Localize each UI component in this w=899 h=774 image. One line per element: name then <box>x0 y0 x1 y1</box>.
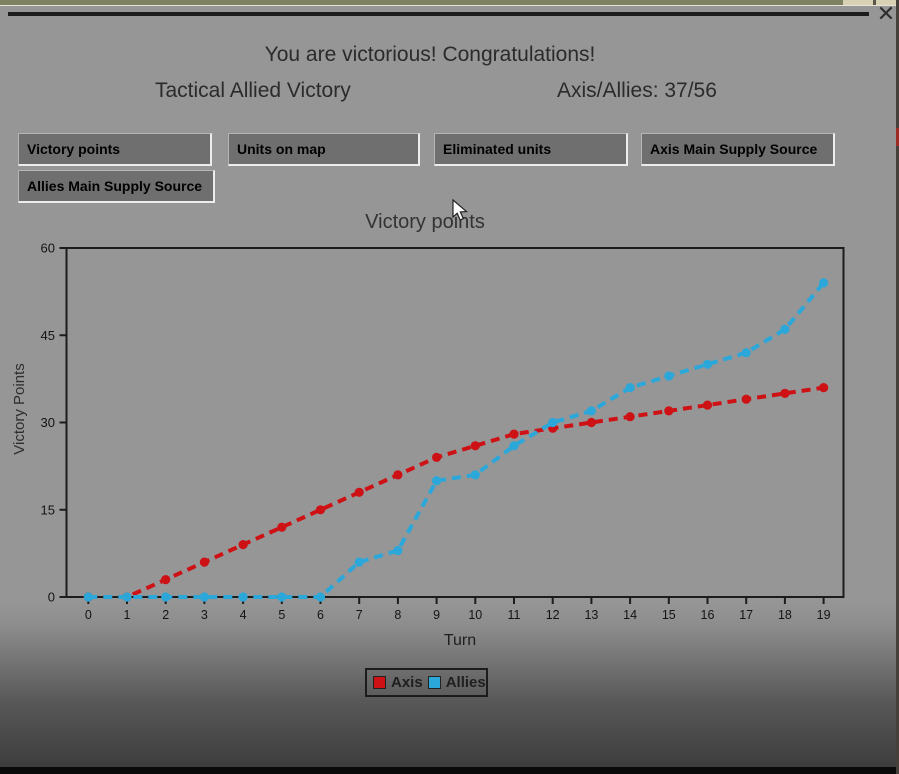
x-tick-label: 16 <box>701 608 715 622</box>
allies-data-point <box>161 592 171 602</box>
allies-main-supply-button[interactable]: Allies Main Supply Source <box>18 170 215 203</box>
x-tick-label: 7 <box>356 608 363 622</box>
x-axis-title: Turn <box>443 632 477 649</box>
chart-legend: Axis Allies <box>365 668 488 697</box>
x-tick-label: 13 <box>584 608 598 622</box>
allies-data-point <box>122 592 132 602</box>
axis-data-point <box>625 412 635 422</box>
x-tick-label: 11 <box>508 608 521 622</box>
axis-legend-label: Axis <box>391 674 423 691</box>
allies-data-point <box>393 545 403 556</box>
x-tick-label: 15 <box>662 608 676 622</box>
axis-legend-swatch <box>373 676 386 689</box>
allies-data-point <box>819 278 829 288</box>
allies-data-point <box>354 557 364 567</box>
x-tick-label: 4 <box>240 608 247 622</box>
axis-series-line <box>88 385 824 599</box>
allies-data-point <box>702 359 713 369</box>
axis-data-point <box>199 557 209 567</box>
y-tick-label: 0 <box>48 590 55 605</box>
allies-data-point <box>586 406 597 416</box>
background-map-strip-line <box>0 5 899 6</box>
x-tick-label: 3 <box>201 608 208 622</box>
x-tick-label: 8 <box>394 608 401 622</box>
axis-data-point <box>238 540 248 550</box>
y-tick-label: 30 <box>41 415 55 430</box>
close-button[interactable]: ✕ <box>876 1 896 26</box>
dialog-right-edge-red <box>896 128 899 146</box>
eliminated-units-button[interactable]: Eliminated units <box>434 133 628 166</box>
axis-data-point <box>819 383 829 393</box>
axis-data-point <box>161 575 171 585</box>
allies-data-point <box>238 592 248 602</box>
score-label: Axis/Allies: 37/56 <box>557 79 717 102</box>
x-tick-label: 14 <box>623 608 637 622</box>
background-map-strip-tick <box>873 0 876 6</box>
axis-data-point <box>432 452 442 462</box>
x-tick-label: 2 <box>162 608 169 622</box>
allies-data-point <box>741 348 751 358</box>
x-tick-label: 0 <box>85 608 92 622</box>
background-map-strip <box>0 0 899 6</box>
x-tick-label: 1 <box>124 608 131 622</box>
allies-series-line <box>88 281 826 599</box>
dialog-bottom-gradient <box>0 598 899 768</box>
axis-data-point <box>315 505 326 515</box>
x-tick-label: 10 <box>468 608 482 622</box>
x-tick-label: 5 <box>278 608 285 622</box>
allies-data-point <box>625 383 635 393</box>
chart-title: Victory points <box>365 211 485 233</box>
allies-data-point <box>780 324 790 334</box>
axis-data-point <box>780 388 790 398</box>
axis-data-point <box>470 441 480 451</box>
allies-data-point <box>315 592 326 602</box>
allies-data-point <box>432 476 442 486</box>
allies-data-point <box>509 441 519 451</box>
x-tick-label: 17 <box>739 608 753 622</box>
victory-message: You are victorious! Congratulations! <box>264 43 596 66</box>
allies-data-point <box>548 417 558 428</box>
axis-data-point <box>354 487 364 497</box>
dialog-right-edge <box>896 0 899 774</box>
allies-data-point <box>83 592 93 602</box>
titlebar-divider <box>8 12 869 16</box>
allies-legend-swatch <box>427 676 441 689</box>
allies-legend-label: Allies <box>445 674 486 691</box>
axis-data-point <box>586 417 597 428</box>
plot-border <box>65 247 845 598</box>
axis-main-supply-button[interactable]: Axis Main Supply Source <box>641 133 835 166</box>
axis-data-point <box>664 406 674 416</box>
x-tick-label: 6 <box>317 608 324 622</box>
allies-data-point <box>199 592 209 602</box>
x-tick-label: 18 <box>778 608 792 622</box>
y-tick-label: 45 <box>41 328 55 343</box>
mouse-cursor <box>452 199 469 221</box>
allies-data-point <box>664 371 674 381</box>
axis-data-point <box>702 400 713 410</box>
allies-data-point <box>470 470 480 480</box>
x-tick-label: 12 <box>546 608 560 622</box>
axis-data-point <box>509 429 519 439</box>
background-map-strip-beige <box>843 0 899 6</box>
x-tick-label: 19 <box>817 608 831 622</box>
y-tick-label: 15 <box>41 502 55 517</box>
allies-data-point <box>277 592 287 602</box>
axis-data-point <box>741 394 751 404</box>
axis-data-point <box>393 470 403 480</box>
units-on-map-button[interactable]: Units on map <box>228 133 420 166</box>
victory-type: Tactical Allied Victory <box>155 79 351 102</box>
victory-points-button[interactable]: Victory points <box>18 133 212 166</box>
axis-data-point <box>277 522 287 532</box>
y-tick-label: 60 <box>41 241 55 256</box>
bottom-black-bar <box>0 767 899 774</box>
x-tick-label: 9 <box>433 608 440 622</box>
